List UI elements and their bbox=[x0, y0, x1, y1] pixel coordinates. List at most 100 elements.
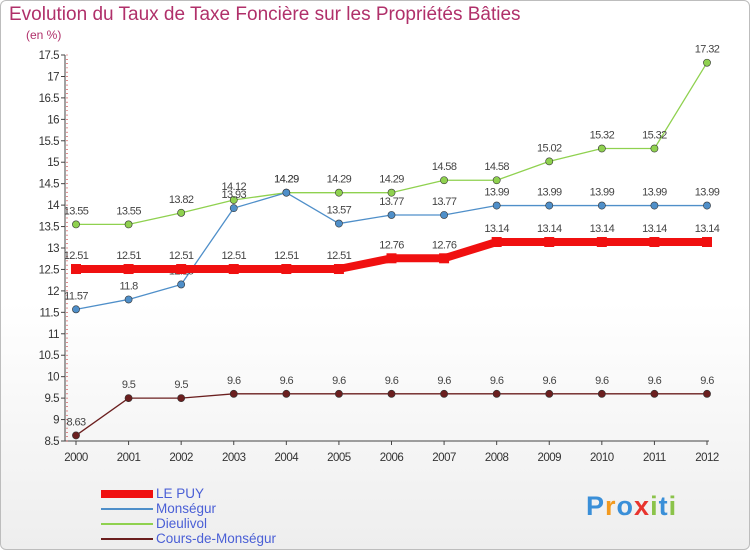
data-label: 14.12 bbox=[221, 181, 246, 193]
data-label: 9.5 bbox=[174, 379, 188, 391]
y-tick-label: 15 bbox=[47, 157, 59, 169]
y-tick-label: 17.5 bbox=[39, 50, 59, 62]
data-label: 12.51 bbox=[116, 250, 141, 262]
y-tick-label: 14.5 bbox=[39, 179, 59, 191]
y-tick-label: 10 bbox=[47, 372, 59, 384]
y-tick-label: 9.5 bbox=[45, 393, 60, 405]
data-point bbox=[335, 389, 343, 398]
data-point bbox=[177, 208, 186, 217]
data-label: 14.29 bbox=[327, 174, 352, 186]
data-label: 9.6 bbox=[437, 375, 451, 387]
data-label: 8.63 bbox=[66, 416, 85, 428]
data-point bbox=[545, 157, 554, 166]
y-tick-label: 14 bbox=[47, 200, 60, 212]
data-point bbox=[703, 389, 711, 398]
data-label: 13.99 bbox=[695, 187, 720, 199]
data-point bbox=[72, 220, 80, 229]
data-point bbox=[229, 196, 238, 204]
data-label: 12.51 bbox=[327, 250, 352, 262]
data-label: 11.8 bbox=[119, 280, 138, 292]
x-tick-label: 2000 bbox=[64, 452, 88, 464]
logo-letter: P bbox=[586, 491, 606, 521]
data-label: 13.99 bbox=[590, 187, 615, 199]
data-point bbox=[124, 295, 133, 304]
data-label: 14.58 bbox=[484, 161, 509, 173]
data-point bbox=[492, 201, 501, 210]
data-point bbox=[597, 201, 606, 210]
data-label: 12.51 bbox=[169, 250, 194, 262]
data-label: 13.93 bbox=[221, 189, 246, 201]
y-tick-label: 17 bbox=[47, 71, 59, 83]
data-label: 9.6 bbox=[385, 375, 399, 387]
y-tick-label: 16.5 bbox=[39, 93, 59, 105]
x-tick-label: 2011 bbox=[643, 452, 666, 464]
data-label: 13.99 bbox=[642, 187, 667, 199]
data-label: 9.6 bbox=[332, 375, 346, 387]
data-point bbox=[335, 188, 343, 197]
logo-letter: x bbox=[634, 491, 651, 521]
data-label: 15.32 bbox=[642, 129, 667, 141]
y-tick-label: 12 bbox=[47, 286, 59, 298]
data-label: 13.77 bbox=[432, 196, 457, 208]
data-label: 9.6 bbox=[700, 375, 714, 387]
data-point bbox=[596, 236, 607, 247]
data-label: 12.51 bbox=[64, 250, 89, 262]
data-point bbox=[703, 58, 711, 67]
data-label: 13.14 bbox=[484, 223, 509, 235]
data-point bbox=[229, 389, 238, 398]
y-tick-label: 9 bbox=[53, 415, 59, 427]
data-label: 13.99 bbox=[484, 187, 509, 199]
x-tick-label: 2007 bbox=[432, 452, 456, 464]
data-label: 13.57 bbox=[327, 205, 352, 217]
data-point bbox=[439, 253, 450, 264]
data-point bbox=[545, 201, 554, 210]
data-point bbox=[124, 220, 133, 229]
data-point bbox=[176, 264, 187, 275]
x-tick-label: 2002 bbox=[169, 452, 193, 464]
data-label: 12.51 bbox=[221, 250, 246, 262]
x-tick-label: 2004 bbox=[275, 452, 300, 464]
x-tick-label: 2012 bbox=[695, 452, 719, 464]
data-point bbox=[124, 394, 133, 403]
chart-title: Evolution du Taux de Taxe Foncière sur l… bbox=[9, 4, 521, 25]
y-tick-label: 10.5 bbox=[39, 350, 59, 362]
legend-label: Cours-de-Monségur bbox=[156, 531, 277, 546]
data-point bbox=[123, 264, 134, 275]
data-point bbox=[387, 188, 396, 197]
x-tick-label: 2001 bbox=[117, 452, 141, 464]
chart-subtitle: (en %) bbox=[26, 28, 62, 42]
data-point bbox=[281, 264, 292, 275]
data-point bbox=[333, 264, 344, 275]
data-label: 9.6 bbox=[543, 375, 557, 387]
data-label: 17.32 bbox=[695, 44, 720, 56]
data-label: 14.58 bbox=[432, 161, 457, 173]
logo-letter: o bbox=[616, 491, 635, 521]
data-label: 9.6 bbox=[490, 375, 504, 387]
data-point bbox=[492, 389, 501, 398]
data-label: 13.77 bbox=[379, 196, 404, 208]
data-label: 13.82 bbox=[169, 194, 194, 206]
y-tick-label: 13 bbox=[47, 243, 59, 255]
data-label: 12.51 bbox=[274, 250, 299, 262]
x-tick-label: 2009 bbox=[537, 452, 561, 464]
data-label: 13.55 bbox=[116, 205, 141, 217]
data-point bbox=[491, 236, 502, 247]
data-label: 13.14 bbox=[590, 223, 615, 235]
data-point bbox=[545, 389, 554, 398]
data-point bbox=[649, 236, 660, 247]
data-label: 11.57 bbox=[64, 290, 88, 302]
data-point bbox=[702, 236, 712, 247]
data-label: 15.32 bbox=[590, 129, 615, 141]
proxiti-logo: Proxiti bbox=[586, 491, 677, 522]
data-point bbox=[386, 253, 397, 264]
data-point bbox=[387, 211, 396, 219]
data-point bbox=[229, 204, 238, 213]
legend-label: LE PUY bbox=[156, 486, 205, 501]
y-tick-label: 11.5 bbox=[39, 307, 59, 319]
data-point bbox=[228, 264, 239, 275]
data-label: 12.76 bbox=[432, 239, 457, 251]
x-tick-label: 2008 bbox=[485, 452, 509, 464]
series-line bbox=[75, 393, 708, 437]
